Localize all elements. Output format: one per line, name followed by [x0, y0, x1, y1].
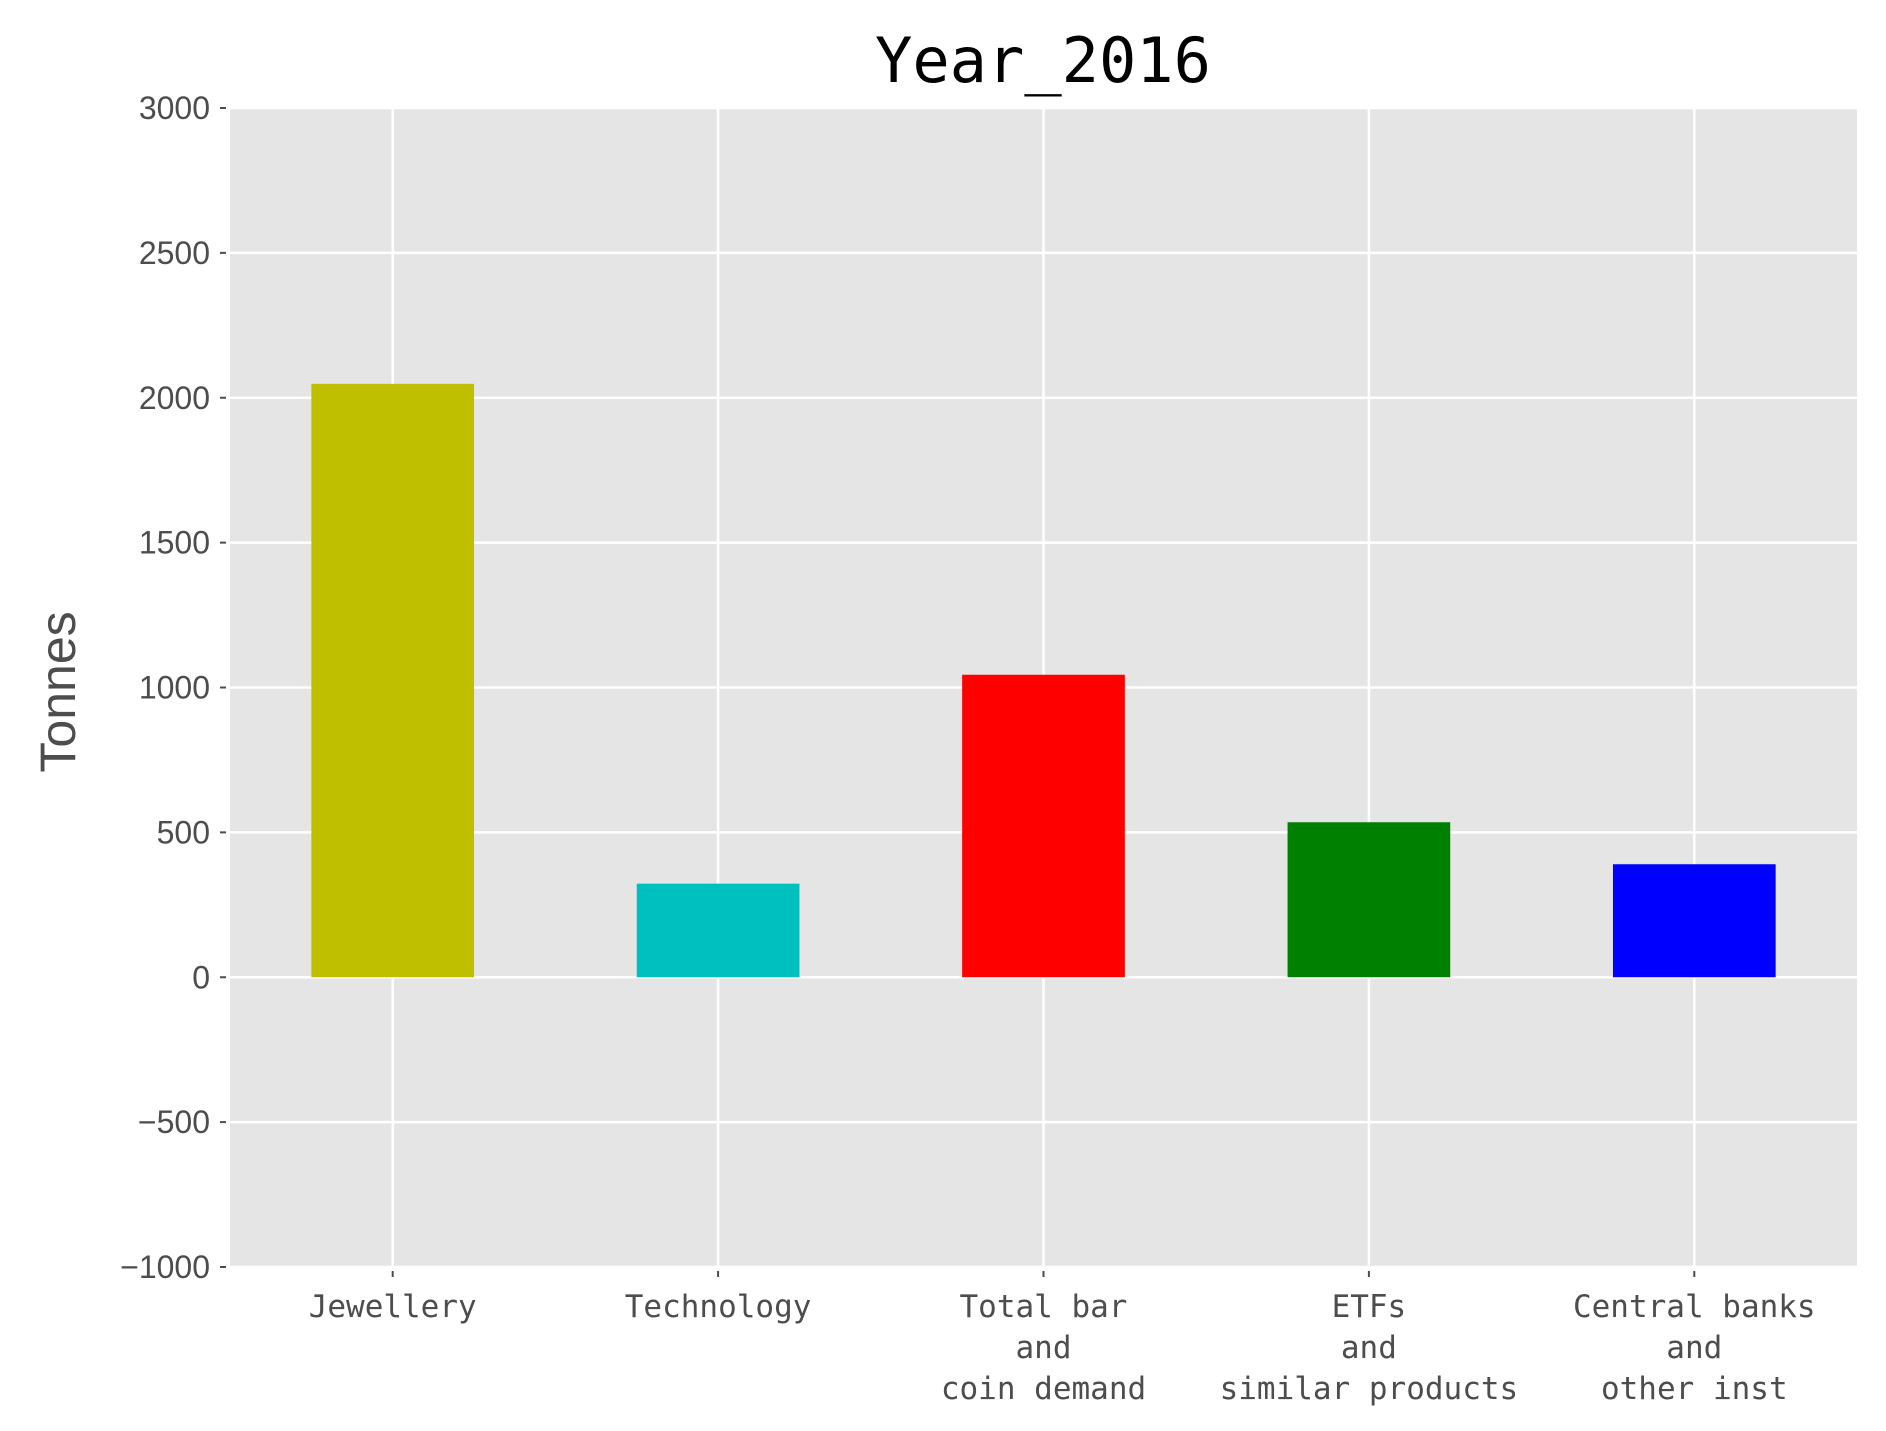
- x-tick-label: Total bar: [960, 1289, 1128, 1325]
- y-tick-label: 3000: [139, 90, 210, 126]
- bar: [636, 883, 800, 978]
- x-tick-label: Jewellery: [309, 1289, 477, 1325]
- x-tick-label: and: [1666, 1330, 1722, 1366]
- y-tick-label: 1000: [139, 670, 210, 706]
- x-axis: Jewellery Technology Total bar and coin dema…: [309, 1271, 1816, 1407]
- x-tick-label: other inst: [1601, 1371, 1788, 1407]
- x-tick-label: similar products: [1220, 1371, 1519, 1407]
- x-tick-label: ETFs: [1332, 1289, 1407, 1325]
- x-tick-label: coin demand: [941, 1371, 1146, 1407]
- x-tick-label: Technology: [625, 1289, 812, 1325]
- chart-title: Year_2016: [875, 24, 1211, 97]
- bar: [962, 674, 1125, 978]
- y-tick-label: 1500: [139, 525, 210, 561]
- y-tick-label: 2000: [139, 380, 210, 416]
- x-tick-label: Central banks: [1573, 1289, 1816, 1325]
- y-tick-label: 2500: [139, 235, 210, 271]
- y-axis: −1000 −500 0 500 1000 1500 2000 2500 3000: [120, 90, 226, 1285]
- bar: [311, 383, 475, 978]
- y-tick-label: 0: [192, 959, 210, 995]
- y-axis-label: Tonnes: [30, 611, 86, 772]
- x-tick-label: and: [1016, 1330, 1072, 1366]
- y-tick-label: −1000: [120, 1249, 210, 1285]
- y-tick-label: 500: [157, 814, 210, 850]
- y-tick-label: −500: [138, 1104, 210, 1140]
- bar: [1287, 822, 1451, 978]
- x-tick-label: and: [1341, 1330, 1397, 1366]
- bar: [1612, 864, 1776, 978]
- bars: [311, 383, 1776, 978]
